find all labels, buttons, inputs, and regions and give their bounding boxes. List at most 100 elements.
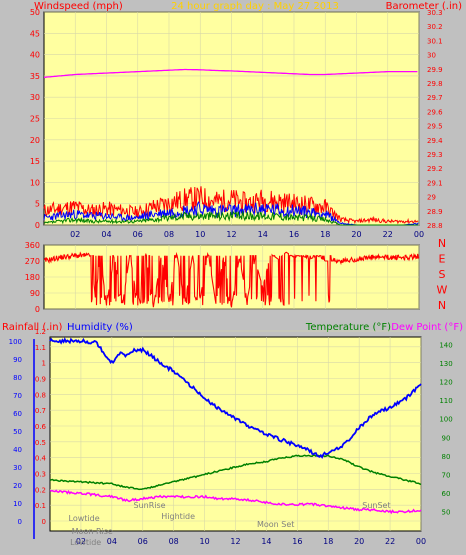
compass-label: N <box>438 299 446 312</box>
wind-barometer-series <box>43 68 419 226</box>
humidity-tick-label: 1.1 <box>35 344 46 352</box>
temperature-time-tick-label: 04 <box>107 537 117 546</box>
humidity-tick-label: 0.9 <box>35 376 46 384</box>
windspeed-tick-label: 15 <box>30 157 40 166</box>
annotation-lowtide: Lowtide <box>70 538 101 547</box>
direction-series <box>43 251 420 308</box>
barometer-tick-label: 29.9 <box>427 66 443 74</box>
temperature-time-tick-label: 06 <box>138 537 148 546</box>
wind-direction-trace <box>43 251 420 308</box>
barometer-tick-label: 29.1 <box>427 179 443 187</box>
wind-time-tick-label: 08 <box>164 230 174 239</box>
rainfall-tick-label: 70 <box>13 392 22 400</box>
wind-average-trace <box>44 210 419 226</box>
barometer-tick-label: 30 <box>427 52 436 60</box>
annotation-hightide: Hightide <box>161 512 195 521</box>
annotation-lowtide: Lowtide <box>69 514 100 523</box>
temperature-time-tick-label: 10 <box>199 537 209 546</box>
humidity-tick-label: 1.2 <box>35 328 46 336</box>
temperature-time-tick-labels: 02 04 06 08 10 12 14 16 18 20 22 00 <box>76 537 426 546</box>
rainfall-tick-label: 10 <box>13 500 22 508</box>
temperature-axis-title: Temperature (°F) <box>305 322 391 333</box>
barometer-axis-title: Barometer (.in) <box>386 1 462 12</box>
barometer-tick-label: 29.7 <box>427 94 443 102</box>
humidity-tick-label: 0.5 <box>35 439 46 447</box>
barometer-line <box>43 68 418 78</box>
rainfall-tick-label: 0 <box>18 518 22 526</box>
wind-time-tick-label: 20 <box>351 230 361 239</box>
wind-time-tick-label: 22 <box>383 230 393 239</box>
barometer-tick-label: 29.3 <box>427 151 443 159</box>
humidity-tick-label: 0.1 <box>35 502 46 510</box>
barometer-tick-label: 30.1 <box>427 37 443 45</box>
rainfall-axis-title: Rainfall (.in) <box>2 322 63 333</box>
windspeed-tick-label: 45 <box>30 29 40 38</box>
temperature-humidity-series <box>49 337 422 515</box>
temperature-time-tick-label: 20 <box>354 537 364 546</box>
wind-time-tick-label: 10 <box>195 230 205 239</box>
humidity-tick-label: 0.6 <box>35 423 47 431</box>
rainfall-tick-label: 30 <box>13 464 22 472</box>
humidity-line <box>49 337 422 460</box>
windspeed-axis-title: Windspeed (mph) <box>34 1 123 12</box>
wind-plot-grid <box>44 11 420 226</box>
dewpoint-line <box>49 489 422 515</box>
barometer-tick-label: 30.2 <box>427 23 443 31</box>
wind-time-tick-label: 18 <box>320 230 330 239</box>
direction-degree-label: 360 <box>25 241 40 250</box>
humidity-tick-label: 0 <box>42 518 46 526</box>
rainfall-tick-label: 40 <box>13 446 22 454</box>
temperature-tick-label: 130 <box>439 360 452 368</box>
windspeed-tick-label: 20 <box>30 136 40 145</box>
barometer-tick-label: 30.3 <box>427 9 443 17</box>
barometer-tick-label: 29.5 <box>427 123 443 131</box>
humidity-tick-label: 0.7 <box>35 407 46 415</box>
barometer-tick-label: 29.4 <box>427 137 443 145</box>
direction-degree-label: 270 <box>25 257 40 266</box>
direction-degree-label: 0 <box>35 305 40 314</box>
barometer-tick-label: 29.8 <box>427 80 443 88</box>
temperature-tick-labels: 50 60 70 80 90 100 110 120 130 140 <box>439 341 452 516</box>
dewpoint-axis-title: Dew Point (°F) <box>391 322 463 333</box>
windspeed-tick-label: 30 <box>30 93 40 102</box>
barometer-tick-label: 28.8 <box>427 222 443 230</box>
barometer-tick-label: 29.6 <box>427 108 443 116</box>
temperature-time-tick-label: 14 <box>261 537 271 546</box>
temperature-tick-label: 60 <box>442 490 451 498</box>
compass-label: E <box>439 253 446 266</box>
temperature-time-tick-label: 22 <box>385 537 395 546</box>
humidity-tick-labels: 0 0.1 0.2 0.3 0.4 0.5 0.6 0.7 0.8 0.9 1 1.1 1.2 <box>35 328 47 526</box>
barometer-tick-label: 28.9 <box>427 208 443 216</box>
wind-time-tick-label: 14 <box>258 230 268 239</box>
temperature-time-tick-label: 12 <box>230 537 240 546</box>
humidity-tick-label: 0.8 <box>35 391 46 399</box>
direction-degree-labels: 0 90 180 270 360 <box>25 241 40 314</box>
compass-label: S <box>439 268 446 281</box>
barometer-tick-label: 29.2 <box>427 165 443 173</box>
annotation-moon-set: Moon Set <box>257 520 294 529</box>
temperature-tick-label: 90 <box>442 434 451 442</box>
rainfall-tick-label: 90 <box>13 356 22 364</box>
humidity-axis-title: Humidity (%) <box>67 322 133 333</box>
humidity-tick-label: 0.2 <box>35 486 46 494</box>
astronomy-annotations: Lowtide Moon Rise SunRise Hightide Moon Set S… <box>69 501 391 547</box>
temperature-time-tick-label: 00 <box>416 537 426 546</box>
wind-time-tick-label: 06 <box>133 230 143 239</box>
temperature-tick-label: 110 <box>439 397 452 405</box>
wind-time-tick-label: 02 <box>70 230 80 239</box>
wind-time-tick-label: 00 <box>414 230 424 239</box>
direction-degree-label: 180 <box>25 273 40 282</box>
humidity-tick-label: 0.4 <box>35 455 47 463</box>
temperature-tick-label: 80 <box>442 453 451 461</box>
wind-time-tick-label: 16 <box>289 230 299 239</box>
rainfall-tick-labels: 0 10 20 30 40 50 60 70 80 90 100 <box>9 338 22 526</box>
temperature-tick-label: 140 <box>439 341 452 349</box>
barometer-tick-label: 29 <box>427 194 436 202</box>
windspeed-tick-label: 25 <box>30 115 40 124</box>
temperature-time-tick-label: 08 <box>169 537 179 546</box>
windspeed-tick-labels: 0 5 10 15 20 25 30 35 40 45 50 <box>30 8 40 230</box>
temperature-line <box>49 454 422 491</box>
